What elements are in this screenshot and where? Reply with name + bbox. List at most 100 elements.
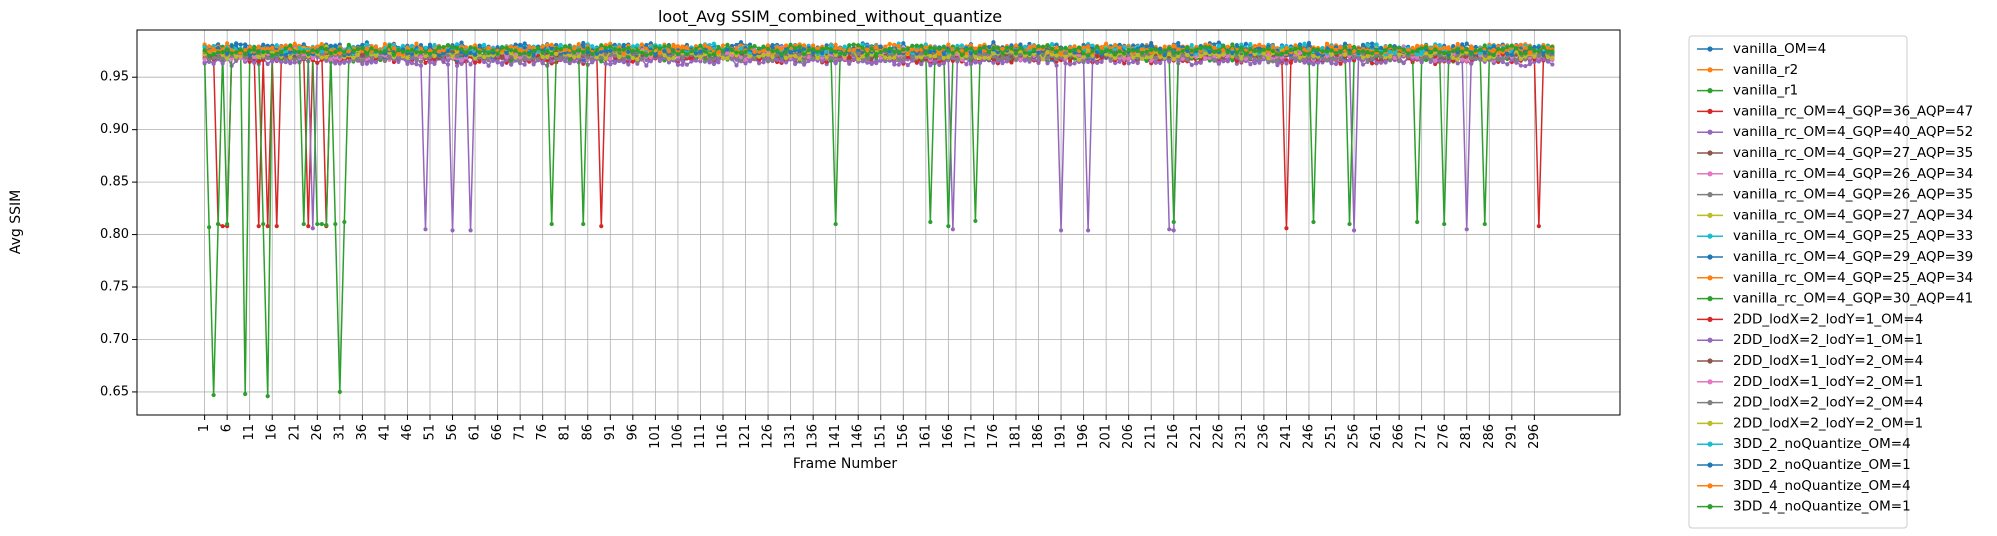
- data-point: [1086, 228, 1091, 233]
- data-point: [261, 221, 266, 227]
- data-point: [937, 62, 942, 67]
- data-point: [1131, 43, 1136, 48]
- data-point: [360, 61, 365, 67]
- data-point: [265, 394, 270, 399]
- data-point: [914, 60, 919, 65]
- data-point: [1000, 60, 1005, 66]
- data-point: [418, 63, 424, 68]
- data-point: [599, 59, 604, 64]
- data-point: [405, 61, 410, 66]
- data-point: [432, 61, 437, 66]
- data-point: [1315, 60, 1321, 65]
- data-point: [608, 62, 613, 67]
- data-point: [342, 219, 347, 225]
- data-point: [202, 42, 207, 47]
- data-point: [968, 61, 974, 67]
- data-point: [612, 59, 617, 65]
- data-point: [522, 41, 527, 46]
- data-point: [265, 61, 270, 67]
- data-point: [1284, 61, 1289, 66]
- data-point: [472, 60, 478, 65]
- data-point: [1342, 41, 1348, 46]
- data-point: [991, 60, 996, 65]
- data-point: [418, 55, 424, 60]
- data-point: [414, 62, 419, 67]
- data-point: [1022, 58, 1028, 63]
- data-point: [220, 224, 225, 229]
- data-point: [1189, 62, 1194, 68]
- data-point: [1072, 61, 1077, 66]
- data-point: [919, 62, 924, 67]
- data-point: [306, 224, 311, 229]
- data-point: [581, 221, 586, 227]
- data-point: [1153, 60, 1158, 65]
- data-point: [1464, 227, 1469, 232]
- data-point: [1482, 221, 1487, 227]
- data-point: [315, 60, 320, 66]
- data-point: [1347, 58, 1352, 63]
- data-point: [608, 56, 613, 61]
- data-point: [738, 43, 744, 48]
- data-point: [1067, 62, 1073, 67]
- data-point: [874, 61, 879, 66]
- data-point: [540, 60, 545, 65]
- data-point: [1212, 42, 1217, 47]
- data-point: [707, 60, 712, 65]
- data-point: [950, 227, 955, 232]
- data-point: [964, 62, 969, 67]
- data-point: [495, 59, 500, 64]
- data-point: [991, 40, 996, 45]
- data-point: [225, 221, 230, 227]
- data-point: [779, 58, 784, 63]
- data-point: [468, 228, 473, 233]
- data-point: [783, 60, 789, 65]
- data-point: [1167, 59, 1172, 64]
- data-point: [481, 59, 487, 65]
- data-point: [1171, 228, 1176, 233]
- data-point: [1338, 61, 1343, 66]
- data-point: [680, 62, 685, 67]
- data-point: [274, 224, 279, 229]
- data-point: [896, 62, 901, 67]
- data-point: [1455, 61, 1460, 66]
- data-point: [454, 63, 460, 68]
- data-point: [928, 63, 933, 68]
- data-point: [396, 59, 401, 64]
- data-point: [1054, 63, 1059, 68]
- data-point: [1473, 44, 1478, 50]
- data-point: [1351, 228, 1357, 233]
- data-point: [252, 60, 257, 65]
- data-point: [333, 61, 338, 66]
- data-point: [1135, 60, 1140, 66]
- data-point: [409, 43, 415, 48]
- data-point: [450, 228, 455, 233]
- data-point: [220, 61, 225, 66]
- data-point: [238, 42, 243, 47]
- data-point: [522, 62, 527, 67]
- data-point: [928, 219, 933, 225]
- data-point: [468, 62, 473, 67]
- data-point: [1347, 221, 1352, 227]
- data-point: [337, 61, 342, 66]
- data-point: [270, 59, 275, 64]
- data-point: [1252, 58, 1257, 63]
- data-point: [847, 61, 852, 66]
- data-point: [1442, 221, 1447, 227]
- data-point: [689, 59, 694, 64]
- data-point: [333, 221, 338, 227]
- data-point: [892, 59, 897, 65]
- data-point: [423, 227, 428, 232]
- data-point: [1194, 61, 1199, 66]
- data-point: [1518, 42, 1523, 47]
- data-point: [310, 226, 315, 231]
- data-point: [1464, 41, 1469, 46]
- data-point: [1230, 58, 1235, 63]
- data-point: [1536, 224, 1541, 229]
- data-point: [626, 62, 631, 67]
- data-point: [1009, 60, 1014, 65]
- data-point: [252, 44, 257, 49]
- data-point: [1198, 60, 1203, 65]
- data-point: [1415, 219, 1420, 225]
- data-point: [509, 62, 514, 67]
- data-point: [847, 54, 852, 60]
